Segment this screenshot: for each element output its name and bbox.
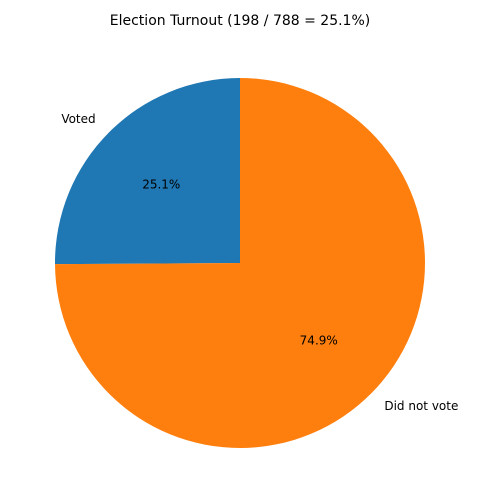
value-label: 25.1% [142,177,180,191]
slice-label: Did not vote [384,399,458,413]
chart-title: Election Turnout (198 / 788 = 25.1%) [110,13,370,29]
slice-label: Voted [61,112,95,126]
pie-slice [55,78,241,265]
pie-slice [55,78,425,448]
value-label: 74.9% [300,334,338,348]
